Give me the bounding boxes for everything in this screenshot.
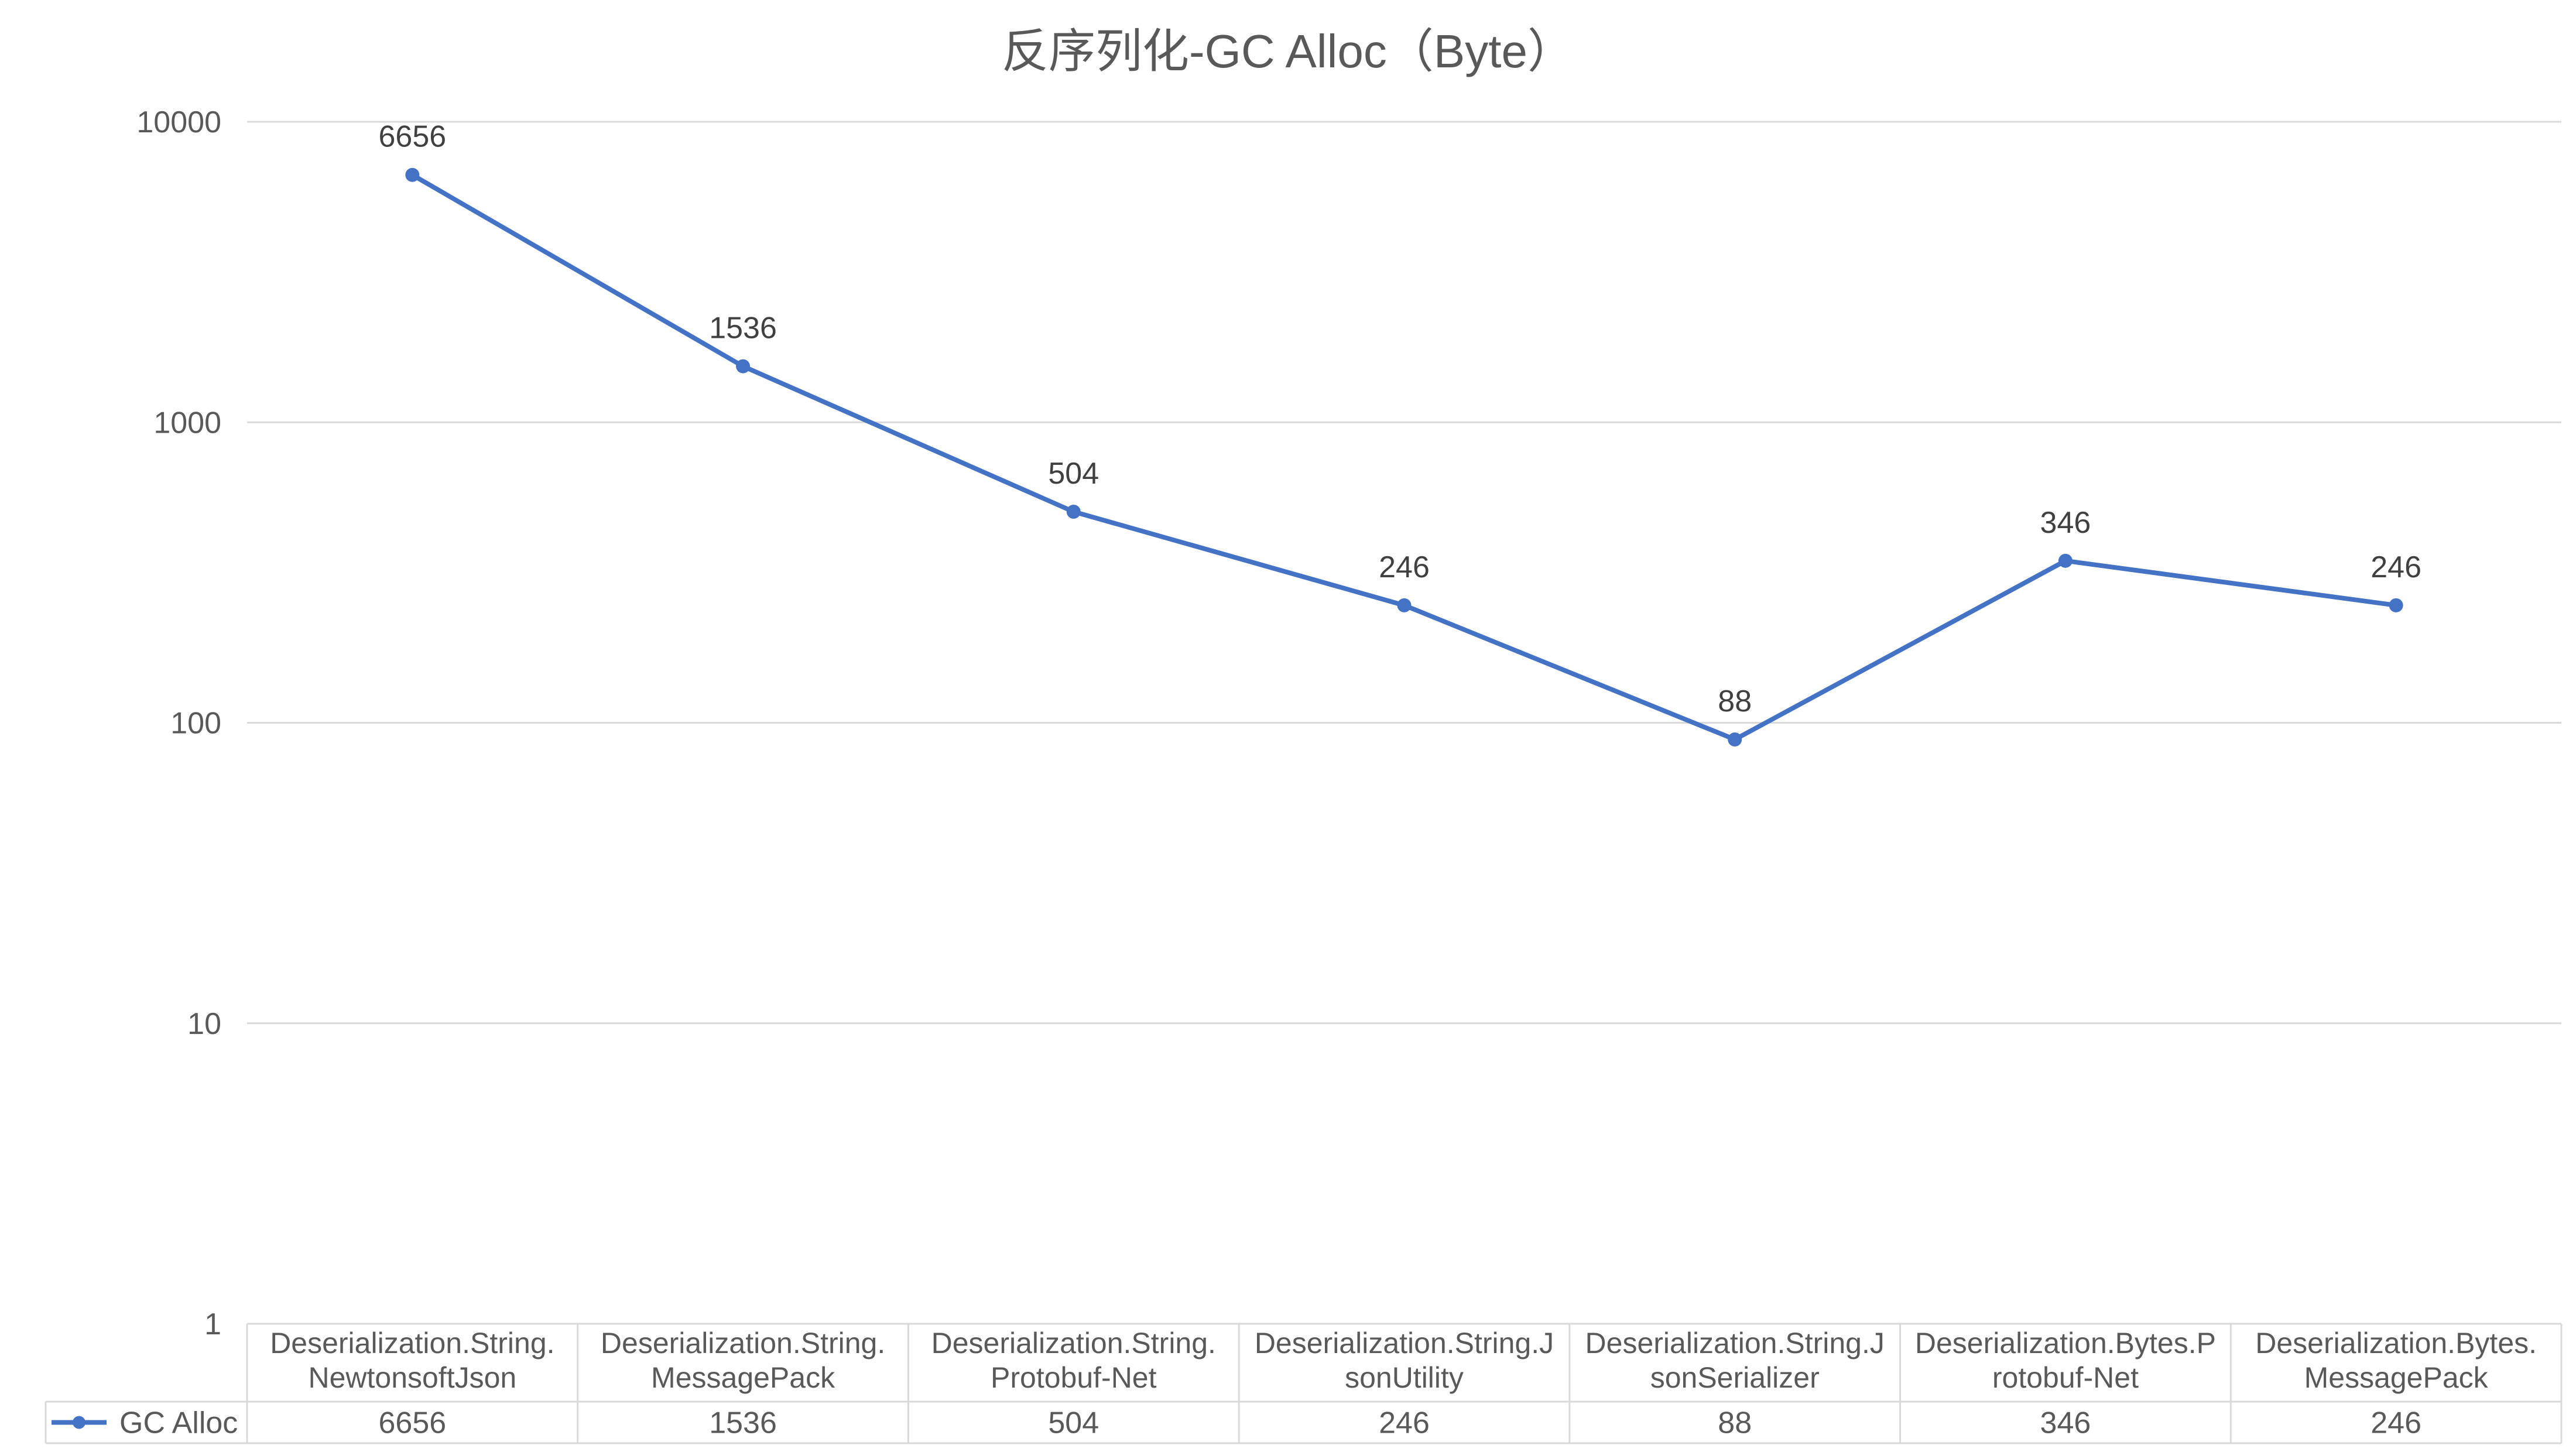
table-value: 246 [2371, 1406, 2421, 1440]
category-label: Deserialization.Bytes.P rotobuf-Net [1915, 1327, 2216, 1394]
category-label-line: Deserialization.Bytes. [2255, 1327, 2537, 1359]
data-point [405, 167, 420, 182]
category-label-line: MessagePack [651, 1361, 835, 1394]
table-value: 1536 [709, 1406, 777, 1440]
legend-point-marker [73, 1416, 85, 1429]
category-label: Deserialization.String. MessagePack [601, 1327, 885, 1394]
series-layer: 6656 1536 504 246 88 346 246 [379, 120, 2421, 746]
data-point [2389, 598, 2403, 612]
category-label-line: Deserialization.String. [270, 1327, 554, 1359]
category-label-line: NewtonsoftJson [308, 1361, 516, 1394]
category-label: Deserialization.String. NewtonsoftJson [270, 1327, 554, 1394]
category-label-line: Deserialization.Bytes.P [1915, 1327, 2216, 1359]
gridlines [247, 121, 2561, 1025]
chart-title: 反序列化-GC Alloc（Byte） [1002, 25, 1574, 77]
category-label-line: Deserialization.String.J [1255, 1327, 1554, 1359]
data-point [1397, 598, 1412, 612]
data-label: 246 [1379, 550, 1430, 584]
data-point [736, 359, 751, 374]
data-label: 346 [2040, 506, 2091, 540]
table-value: 6656 [379, 1406, 447, 1440]
y-axis: 1 10 100 1000 10000 [136, 105, 221, 1341]
category-label-line: MessagePack [2304, 1361, 2489, 1394]
table-value: 246 [1379, 1406, 1430, 1440]
y-tick-label: 1000 [153, 406, 221, 440]
data-table: Deserialization.String. NewtonsoftJsonDes… [44, 1323, 2563, 1444]
category-label: Deserialization.String. Protobuf-Net [931, 1327, 1216, 1394]
table-value: 346 [2040, 1406, 2091, 1440]
y-tick-label: 1 [204, 1307, 221, 1341]
table-value: 88 [1718, 1406, 1752, 1440]
series-line-gc-alloc [411, 173, 2397, 742]
table-value: 504 [1048, 1406, 1099, 1440]
data-label: 504 [1048, 457, 1099, 491]
category-label-line: sonSerializer [1650, 1361, 1820, 1394]
category-label: Deserialization.String.J sonUtility [1255, 1327, 1554, 1394]
data-point [2058, 553, 2073, 568]
data-point [1066, 504, 1081, 519]
y-tick-label: 10 [187, 1007, 221, 1041]
y-tick-label: 10000 [136, 105, 221, 139]
data-label: 88 [1718, 684, 1752, 718]
category-label: Deserialization.String.J sonSerializer [1585, 1327, 1885, 1394]
data-label: 6656 [379, 120, 447, 154]
category-label-line: Protobuf-Net [991, 1361, 1157, 1394]
category-label-line: Deserialization.String. [601, 1327, 885, 1359]
data-point [1728, 732, 1742, 746]
category-label-line: sonUtility [1345, 1361, 1464, 1394]
category-label-line: rotobuf-Net [1992, 1361, 2139, 1394]
category-label-line: Deserialization.String. [931, 1327, 1216, 1359]
legend-label: GC Alloc [119, 1406, 238, 1440]
data-label: 1536 [709, 311, 777, 345]
data-label: 246 [2371, 550, 2421, 584]
category-label: Deserialization.Bytes. MessagePack [2255, 1327, 2537, 1394]
category-label-line: Deserialization.String.J [1585, 1327, 1885, 1359]
y-tick-label: 100 [170, 707, 221, 741]
